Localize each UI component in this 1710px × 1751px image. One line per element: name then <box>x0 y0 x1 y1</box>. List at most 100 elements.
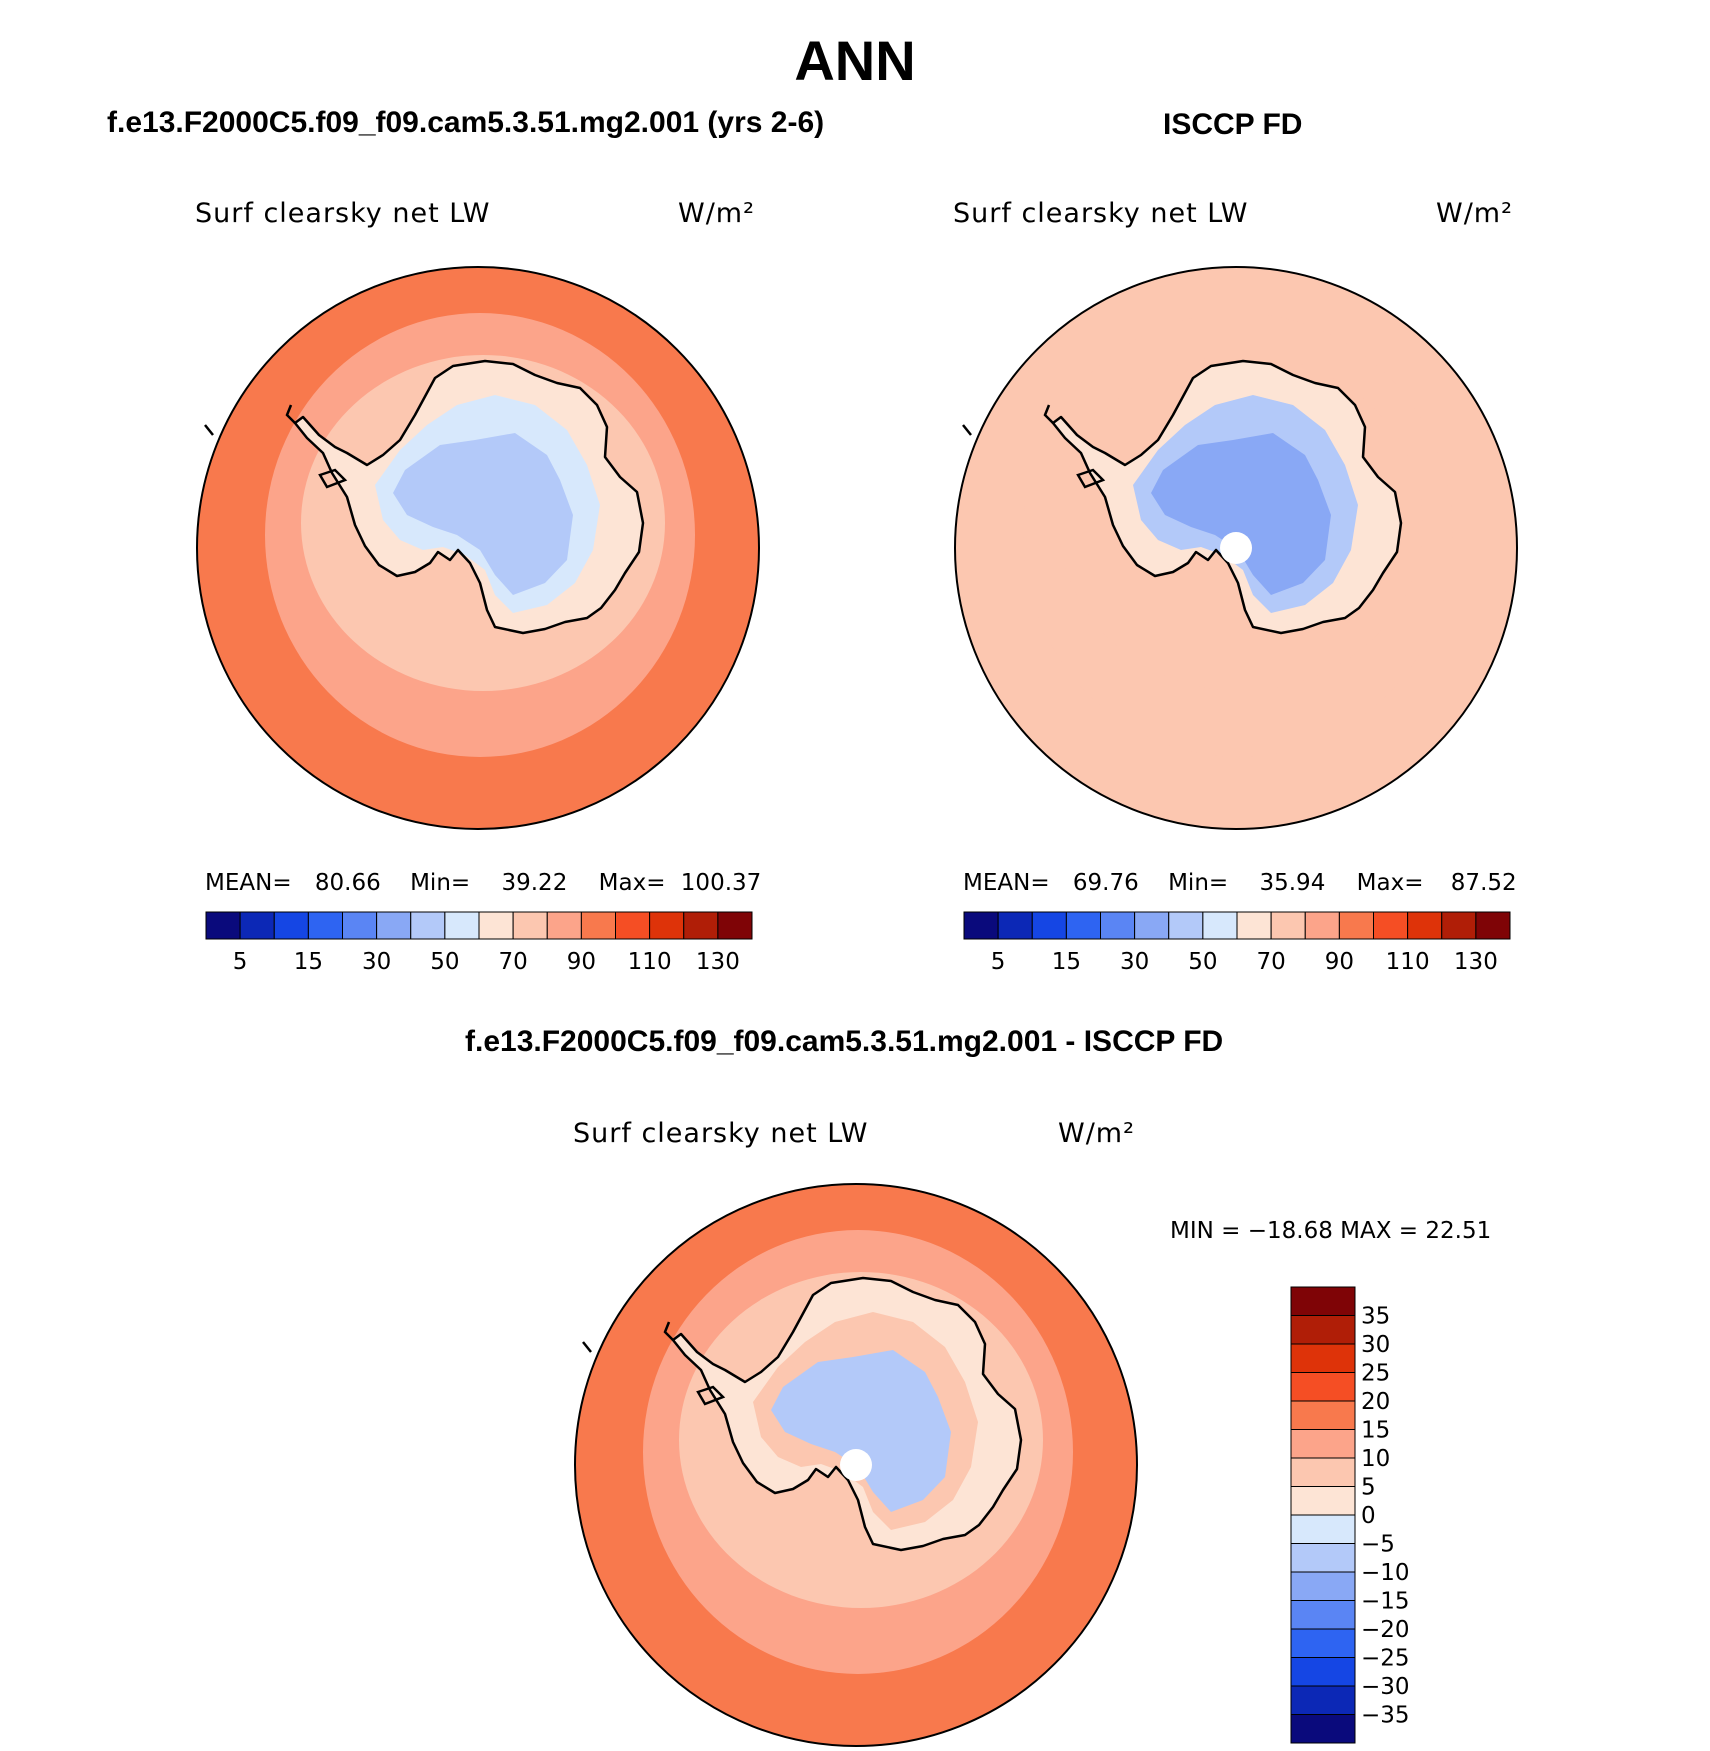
figure-title: ANN <box>794 29 916 92</box>
colorbar-box <box>1270 911 1306 940</box>
colorbar-box <box>307 911 343 940</box>
colorbar-box <box>410 911 446 940</box>
colorbar-box <box>1290 1486 1356 1516</box>
colorbar-box <box>1441 911 1477 940</box>
panel2-min: 35.94 <box>1259 870 1326 896</box>
colorbar-box <box>1290 1514 1356 1544</box>
colorbar-tick-label: 30 <box>1361 1332 1390 1358</box>
colorbar-box <box>1290 1571 1356 1601</box>
colorbar-tick-label: −10 <box>1361 1560 1410 1586</box>
map-fields <box>955 267 1517 829</box>
colorbar-tick-label: −15 <box>1361 1589 1410 1615</box>
panel1-variable: Surf clearsky net LW <box>195 198 491 229</box>
map-boundary <box>196 266 760 830</box>
colorbar-box <box>1168 911 1204 940</box>
panel3-units: W/m² <box>1058 1118 1135 1149</box>
colorbar-tick-label: 110 <box>628 949 672 975</box>
colorbar-tick-label: 130 <box>696 949 740 975</box>
colorbar-box <box>342 911 378 940</box>
colorbar-tick-label: 90 <box>1325 949 1354 975</box>
colorbar-box <box>1202 911 1238 940</box>
colorbar-box <box>1031 911 1067 940</box>
panel1-max-label: Max= <box>598 870 666 896</box>
colorbar-tick-label: −5 <box>1361 1532 1395 1558</box>
colorbar-box <box>1290 1400 1356 1430</box>
panel2-stats: MEAN= 69.76 Min= 35.94 Max= 87.52 <box>963 870 1517 896</box>
colorbar-box <box>1236 911 1272 940</box>
panel2-title: ISCCP FD <box>1163 108 1303 141</box>
colorbar-tick-label: 50 <box>1188 949 1217 975</box>
coastline <box>671 1276 1023 1552</box>
colorbar-box <box>717 911 753 940</box>
map-fields <box>197 267 759 829</box>
island-outline <box>962 424 972 436</box>
colorbar-box <box>1290 1315 1356 1345</box>
colorbar-tick-label: 90 <box>567 949 596 975</box>
colorbar-box <box>1065 911 1101 940</box>
peninsula-tip <box>1043 404 1054 424</box>
colorbar-tick-label: 5 <box>991 949 1006 975</box>
colorbar-box <box>546 911 582 940</box>
colorbar-tick-label: 0 <box>1361 1503 1376 1529</box>
panel1-colorbar: 5 15 30 50 70 90 110 130 <box>205 911 753 975</box>
colorbar-tick-label: −20 <box>1361 1617 1410 1643</box>
colorbar-box <box>1290 1714 1356 1744</box>
colorbar-tick-label: −30 <box>1361 1674 1410 1700</box>
colorbar-box <box>1407 911 1443 940</box>
colorbar-tick-label: 15 <box>1361 1418 1390 1444</box>
colorbar-box <box>1290 1343 1356 1373</box>
island-outline <box>582 1341 592 1353</box>
colorbar-tick-label: 70 <box>1256 949 1285 975</box>
colorbar-tick-label: 30 <box>362 949 391 975</box>
panel1-min-label: Min= <box>410 870 471 896</box>
colorbar-box <box>997 911 1033 940</box>
colorbar-box <box>1290 1600 1356 1630</box>
colorbar-tick-label: 50 <box>430 949 459 975</box>
interior-field <box>1151 433 1331 595</box>
colorbar-box <box>1290 1628 1356 1658</box>
colorbar-box <box>1100 911 1136 940</box>
coastline <box>293 359 645 635</box>
panel2-min-label: Min= <box>1168 870 1229 896</box>
colorbar-box <box>649 911 685 940</box>
peninsula-tip <box>663 1321 674 1341</box>
colorbar-box <box>683 911 719 940</box>
colorbar-tick-label: 15 <box>294 949 323 975</box>
panel2-colorbar: 5 15 30 50 70 90 110 130 <box>963 911 1511 975</box>
map-boundary <box>954 266 1518 830</box>
colorbar-box <box>1290 1685 1356 1715</box>
ice-shelf-outline <box>1076 468 1106 489</box>
panel2-variable: Surf clearsky net LW <box>953 198 1249 229</box>
colorbar-tick-label: 130 <box>1454 949 1498 975</box>
colorbar-box <box>1290 1372 1356 1402</box>
panel2-max-label: Max= <box>1356 870 1424 896</box>
panel1-stats: MEAN= 80.66 Min= 39.22 Max= 100.37 <box>205 870 761 896</box>
colorbar-box <box>1290 1429 1356 1459</box>
colorbar-box <box>444 911 480 940</box>
pole-gap <box>1220 532 1252 564</box>
panel3-map <box>574 1183 1138 1747</box>
colorbar-box <box>1290 1457 1356 1487</box>
colorbar-box <box>1290 1286 1356 1316</box>
coastline <box>1051 359 1403 635</box>
colorbar-tick-label: 35 <box>1361 1304 1390 1330</box>
colorbar-box <box>512 911 548 940</box>
colorbar-tick-label: 110 <box>1386 949 1430 975</box>
panel1-map <box>196 266 760 830</box>
ice-shelf-outline <box>696 1385 726 1406</box>
colorbar-tick-label: 20 <box>1361 1389 1390 1415</box>
panel3-variable: Surf clearsky net LW <box>573 1118 869 1149</box>
panel2-units: W/m² <box>1436 198 1513 229</box>
panel3-range: MIN = −18.68 MAX = 22.51 <box>1170 1218 1492 1244</box>
colorbar-tick-label: −35 <box>1361 1703 1410 1729</box>
panel1-mean: 80.66 <box>314 870 381 896</box>
colorbar-tick-label: −25 <box>1361 1646 1410 1672</box>
colorbar-box <box>1134 911 1170 940</box>
colorbar-box <box>1475 911 1511 940</box>
colorbar-tick-label: 30 <box>1120 949 1149 975</box>
peninsula-tip <box>285 404 296 424</box>
colorbar-box <box>1338 911 1374 940</box>
island-outline <box>204 424 214 436</box>
panel1-min: 39.22 <box>501 870 568 896</box>
